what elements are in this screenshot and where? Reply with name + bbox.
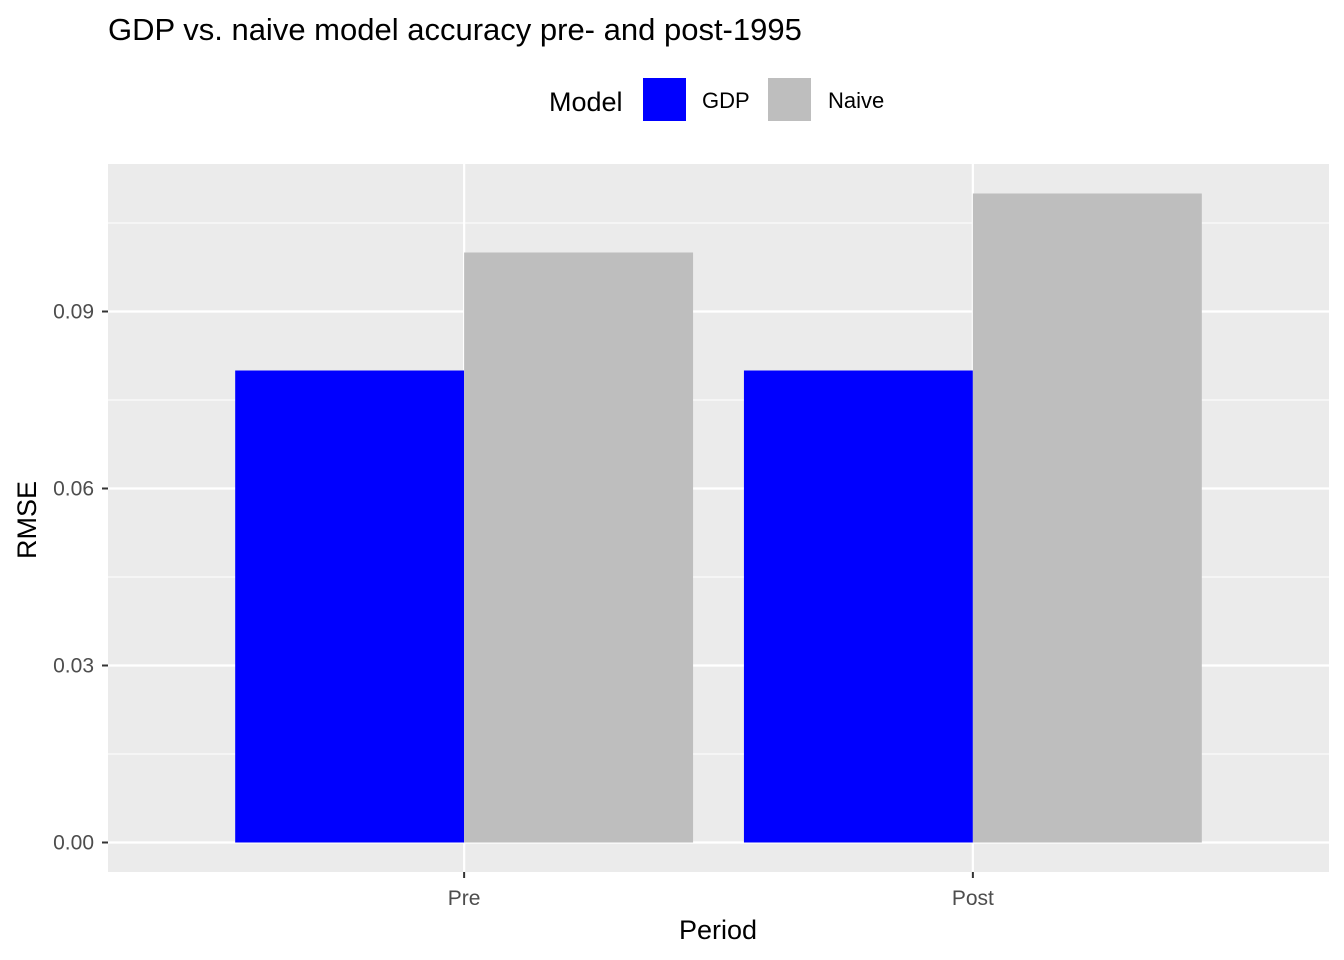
bar-gdp-pre xyxy=(235,370,465,843)
x-tick-label: Pre xyxy=(448,887,481,910)
y-tick-label: 0.03 xyxy=(53,655,94,678)
bars xyxy=(235,193,1202,843)
legend: Model GDP Naive xyxy=(549,78,884,121)
legend-label-gdp: GDP xyxy=(702,88,750,113)
x-axis-title: Period xyxy=(679,915,757,945)
bar-gdp-post xyxy=(743,370,973,843)
bar-naive-pre xyxy=(464,252,694,843)
axes: 0.00 0.03 0.06 0.09 Pre Post xyxy=(53,301,994,911)
y-tick-label: 0.00 xyxy=(53,832,94,855)
y-axis-title: RMSE xyxy=(12,481,42,559)
y-tick-label: 0.09 xyxy=(53,301,94,324)
chart-title: GDP vs. naive model accuracy pre- and po… xyxy=(108,12,802,47)
legend-label-naive: Naive xyxy=(828,88,884,113)
x-tick-label: Post xyxy=(952,887,994,910)
legend-swatch-naive xyxy=(768,78,811,121)
legend-swatch-gdp xyxy=(643,78,686,121)
bar-naive-post xyxy=(972,193,1202,843)
y-tick-label: 0.06 xyxy=(53,478,94,501)
legend-title: Model xyxy=(549,87,623,117)
